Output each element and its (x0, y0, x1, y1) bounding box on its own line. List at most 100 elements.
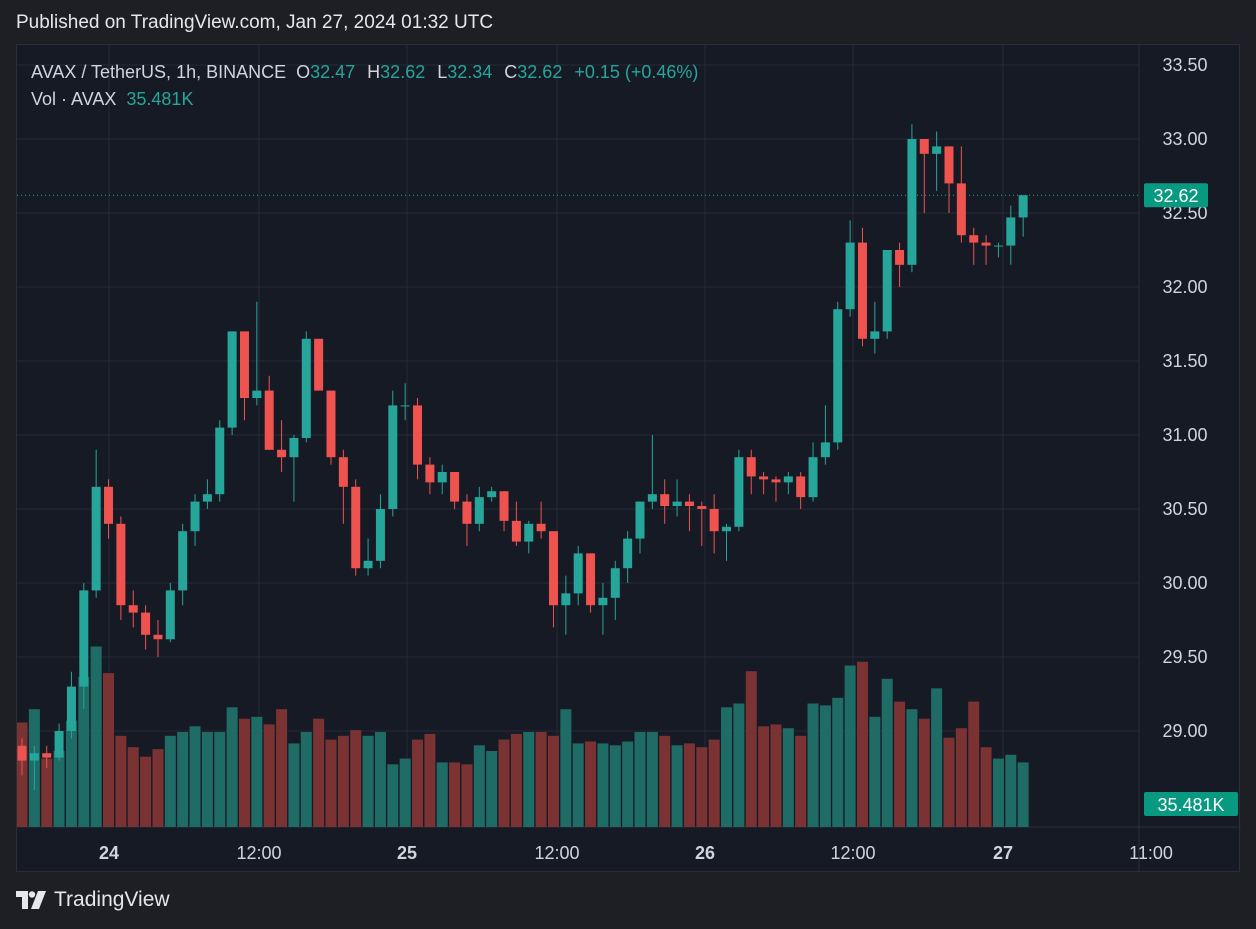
volume-bar (918, 718, 930, 827)
volume-bar (708, 739, 720, 827)
volume-bar (276, 709, 288, 827)
volume-bar (461, 764, 473, 827)
candle-body (252, 390, 262, 398)
y-axis-tick-label: 29.00 (1162, 721, 1207, 741)
candle-body (474, 497, 484, 524)
volume-bar (844, 665, 856, 827)
candle-body (66, 686, 76, 731)
candle-body (338, 457, 348, 487)
candle-body (746, 457, 756, 477)
volume-legend-row: Vol · AVAX 35.481K (31, 86, 698, 113)
candle-body (165, 590, 175, 640)
volume-bar (362, 735, 374, 827)
candle-body (956, 183, 966, 236)
volume-bar (721, 707, 733, 827)
candle-body (227, 331, 237, 428)
candle-body (709, 509, 719, 532)
footer-brand[interactable]: TradingView (16, 888, 170, 912)
volume-bar (696, 747, 708, 827)
volume-bar (683, 743, 695, 827)
volume-bar (659, 735, 671, 827)
candle-body (993, 245, 1003, 247)
candle-body (623, 538, 633, 569)
candle-body (425, 464, 435, 483)
volume-bar (449, 762, 461, 827)
volume-bar (350, 730, 362, 827)
volume-bar (770, 724, 782, 827)
volume-bar (473, 745, 485, 827)
candle-body (734, 457, 744, 527)
volume-bar (325, 739, 337, 827)
volume-bar (943, 737, 955, 827)
candle-body (388, 405, 398, 509)
volume-bar (585, 741, 597, 827)
candle-body (178, 531, 188, 591)
volume-bar (856, 661, 868, 827)
volume-bar (201, 732, 213, 827)
candle-body (141, 612, 151, 635)
candle-body (907, 139, 917, 265)
candle-body (808, 457, 818, 498)
candle-body (1006, 217, 1016, 246)
x-axis-tick-label: 12:00 (534, 843, 579, 863)
y-axis-tick-label: 32.50 (1162, 203, 1207, 223)
candle-body (672, 501, 682, 507)
candle-body (487, 491, 497, 498)
y-axis-tick-label: 29.50 (1162, 647, 1207, 667)
candle-body (586, 553, 596, 606)
candle-body (153, 634, 163, 640)
candle-body (277, 449, 287, 458)
x-axis-tick-label: 24 (99, 843, 119, 863)
volume-bar (226, 707, 238, 827)
candle-body (932, 146, 942, 154)
close-label: C (504, 62, 518, 82)
y-axis-tick-label: 33.00 (1162, 129, 1207, 149)
high-value: 32.62 (380, 62, 426, 82)
change-value: +0.15 (+0.46%) (574, 62, 699, 82)
candle-body (104, 486, 114, 524)
volume-bar (807, 703, 819, 827)
candle-body (857, 242, 867, 339)
volume-bar (894, 701, 906, 827)
candle-body (697, 506, 707, 509)
volume-bar (337, 735, 349, 827)
volume-bar (177, 732, 189, 827)
volume-label[interactable]: Vol · AVAX (31, 89, 117, 109)
y-axis-tick-label: 30.00 (1162, 573, 1207, 593)
volume-bar (78, 676, 90, 827)
volume-bar (881, 678, 893, 827)
candle-body (1018, 195, 1028, 218)
candle-body (771, 479, 781, 483)
volume-bar (238, 718, 250, 827)
candle-body (314, 338, 324, 391)
published-caption: Published on TradingView.com, Jan 27, 20… (16, 12, 494, 33)
candle-body (833, 309, 843, 443)
footer-brand-label: TradingView (54, 888, 170, 911)
candlestick-chart[interactable]: 33.50 33.00 32.50 32.00 31.50 31.00 30.50 30.00… (17, 45, 1241, 873)
y-axis-tick-label: 31.50 (1162, 351, 1207, 371)
volume-bar (609, 745, 621, 827)
volume-bar (300, 732, 312, 827)
open-value: 32.47 (310, 62, 356, 82)
volume-bar (127, 747, 139, 827)
chart-legend: AVAX / TetherUS, 1h, BINANCE O32.47 H32.62… (31, 59, 698, 113)
volume-bar (671, 745, 683, 827)
volume-bar (634, 732, 646, 827)
chart-panel[interactable]: 33.50 33.00 32.50 32.00 31.50 31.00 30.50 30.00… (16, 44, 1241, 873)
volume-bar (733, 703, 745, 827)
volume-bar (523, 732, 535, 827)
candle-body (561, 593, 571, 606)
volume-bar (251, 716, 263, 827)
x-axis-tick-label: 12:00 (236, 843, 281, 863)
candle-body (783, 476, 793, 483)
y-axis-tick-label: 33.50 (1162, 55, 1207, 75)
volume-bar (65, 720, 77, 827)
symbol-label[interactable]: AVAX / TetherUS, 1h, BINANCE (31, 62, 287, 82)
volume-bar (906, 709, 918, 827)
volume-bar (1005, 754, 1017, 827)
candle-body (91, 486, 101, 591)
candle-body (524, 523, 534, 542)
volume-bar (412, 739, 424, 827)
candle-body (919, 139, 929, 154)
candle-body (981, 242, 991, 246)
